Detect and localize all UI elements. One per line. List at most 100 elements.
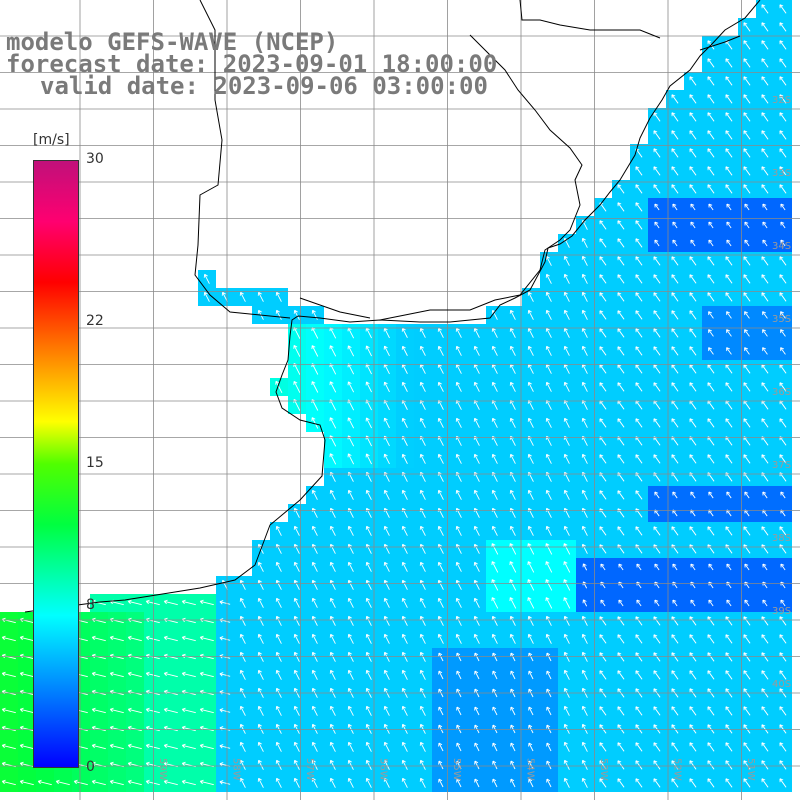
wind-arrow [527,291,534,302]
wind-arrow [617,706,625,716]
wind-arrow [329,723,336,734]
wind-arrow [635,274,643,284]
wind-arrow [293,561,300,572]
wind-arrow [491,633,498,644]
colorbar-tick-label: 22 [86,313,104,330]
wind-arrow [365,777,372,788]
wind-arrow [474,778,480,788]
wind-arrow [329,507,336,518]
wind-arrow [510,706,516,716]
wind-arrow [455,327,462,338]
wind-arrow [528,652,534,662]
wind-arrow [383,507,390,518]
wind-arrow [707,634,715,644]
wind-arrow [563,273,570,284]
wind-arrow [726,491,732,499]
wind-arrow [779,454,787,464]
wind-arrow [257,705,264,716]
wind-arrow [761,4,769,14]
wind-arrow [743,418,751,428]
wind-arrow [581,651,588,662]
wind-arrow [617,760,625,770]
wind-arrow [599,490,607,500]
wind-arrow [689,652,697,662]
wind-arrow [181,599,196,606]
wind-arrow [527,489,534,500]
wind-arrow [257,615,264,626]
wind-arrow [689,310,697,320]
wind-arrow [311,615,318,626]
wind-arrow [689,112,697,122]
wind-arrow [689,418,697,428]
wind-arrow [617,526,625,536]
wind-arrow [779,364,787,374]
wind-arrow [761,40,769,50]
wind-arrow [707,778,715,788]
wind-arrow [510,652,516,662]
wind-arrow [365,759,372,770]
wind-arrow [91,671,106,678]
wind-arrow [779,742,787,752]
wind-arrow [563,255,570,266]
wind-arrow [708,221,714,229]
wind-arrow [707,382,715,392]
wind-arrow [527,525,534,536]
wind-arrow [743,274,751,284]
wind-arrow [347,597,354,608]
title-forecast-date: forecast date: 2023-09-01 18:00:00 [6,50,498,78]
wind-arrow [293,380,301,393]
wind-arrow [311,741,318,752]
wind-arrow [509,579,517,591]
wind-arrow [581,741,588,752]
wind-arrow [293,651,300,662]
wind-arrow [671,706,679,716]
wind-arrow [438,778,444,788]
wind-arrow [329,417,337,429]
wind-arrow [527,615,534,626]
wind-arrow [545,507,552,518]
wind-arrow [689,670,697,680]
wind-arrow [707,544,715,554]
wind-arrow [509,309,516,320]
wind-arrow [19,743,34,750]
wind-arrow [761,58,769,68]
wind-arrow [707,130,715,140]
wind-arrow [779,130,787,140]
wind-arrow [563,705,570,716]
wind-arrow [779,112,787,122]
wind-arrow [510,670,516,680]
wind-arrow [671,742,679,752]
wind-arrow [744,599,750,607]
wind-arrow [473,561,480,572]
wind-arrow [509,597,517,609]
wind-arrow [762,203,768,211]
wind-arrow [91,707,106,714]
wind-arrow [365,705,372,716]
longitude-labels: 59W 58W 57W 56W 55W 54W 53W 52W 51W [157,758,756,781]
coastline [24,0,761,613]
wind-arrow [545,525,552,536]
wind-arrow [635,238,643,248]
wind-arrow [779,166,787,176]
wind-arrow [635,310,643,320]
wind-arrow [347,345,355,357]
wind-arrow [654,239,660,247]
wind-arrow [19,707,34,714]
wind-arrow [37,779,52,786]
wind-arrow [743,256,751,266]
wind-arrow [163,779,178,786]
wind-arrow [689,382,697,392]
wind-arrow [635,418,643,428]
wind-arrow [311,723,318,734]
wind-arrow [707,454,715,464]
wind-arrow [743,778,751,788]
wind-arrow [707,760,715,770]
wind-arrow [761,526,769,536]
wind-arrow [617,544,625,554]
wind-arrow [527,417,534,428]
wind-arrow [257,561,264,572]
wind-arrow [437,615,444,626]
wind-arrow [653,670,661,680]
wind-arrow [127,671,142,678]
wind-arrow [163,743,178,750]
